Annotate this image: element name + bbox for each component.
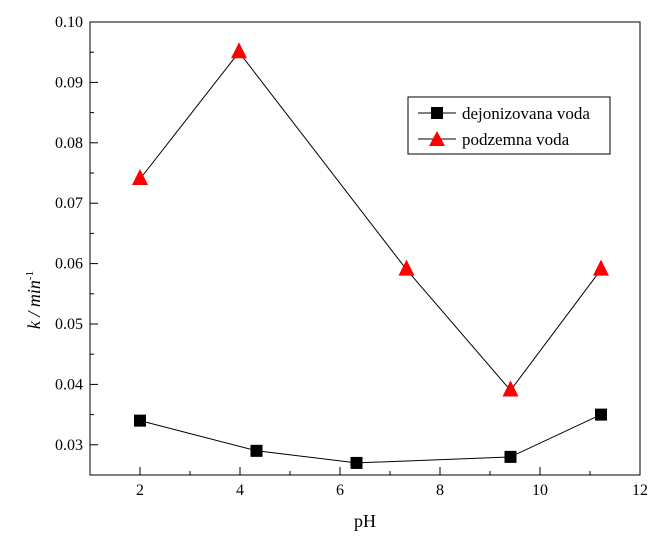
data-point-triangle <box>502 380 519 397</box>
legend-marker-triangle <box>429 131 445 146</box>
y-axis-title-unit-sup: -1 <box>24 271 36 280</box>
legend: dejonizovana voda podzemna voda <box>407 96 611 155</box>
legend-label-podzemna: podzemna voda <box>462 130 570 149</box>
y-axis: 0.03 0.04 0.05 0.06 0.07 0.08 0.09 0.10 <box>55 14 98 476</box>
y-tick-label: 0.09 <box>55 74 83 91</box>
data-point-triangle <box>593 259 609 276</box>
x-tick-label: 2 <box>136 482 144 499</box>
data-point-triangle <box>132 169 148 186</box>
x-tick-label: 10 <box>532 482 548 499</box>
x-axis: 2 4 6 8 10 12 <box>89 467 648 499</box>
data-point-square <box>250 444 263 457</box>
data-point-triangle <box>231 42 247 59</box>
data-point-square <box>134 414 146 427</box>
y-tick-label: 0.05 <box>55 316 83 333</box>
data-point-triangle <box>398 259 415 276</box>
data-point-square <box>595 408 607 421</box>
x-axis-title: pH <box>354 511 376 531</box>
y-tick-label: 0.07 <box>55 195 83 212</box>
legend-box <box>407 96 611 155</box>
plot-frame <box>89 21 641 476</box>
data-point-square <box>504 450 517 463</box>
y-tick-label: 0.06 <box>55 256 83 273</box>
y-tick-label: 0.03 <box>55 437 83 454</box>
data-point-square <box>350 456 363 469</box>
y-tick-label: 0.04 <box>55 376 83 393</box>
legend-label-dejonizovana: dejonizovana voda <box>462 104 590 123</box>
x-tick-label: 4 <box>236 482 244 499</box>
y-axis-title: k / min-1 <box>24 271 44 329</box>
legend-marker-square <box>431 107 443 119</box>
series-layer <box>132 42 609 469</box>
y-tick-label: 0.10 <box>55 14 83 31</box>
y-tick-label: 0.08 <box>55 135 83 152</box>
series-line-1 <box>139 414 602 464</box>
x-tick-label: 12 <box>632 482 648 499</box>
y-axis-title-text: k / min <box>24 280 44 329</box>
x-tick-label: 6 <box>336 482 344 499</box>
x-tick-label: 8 <box>436 482 444 499</box>
